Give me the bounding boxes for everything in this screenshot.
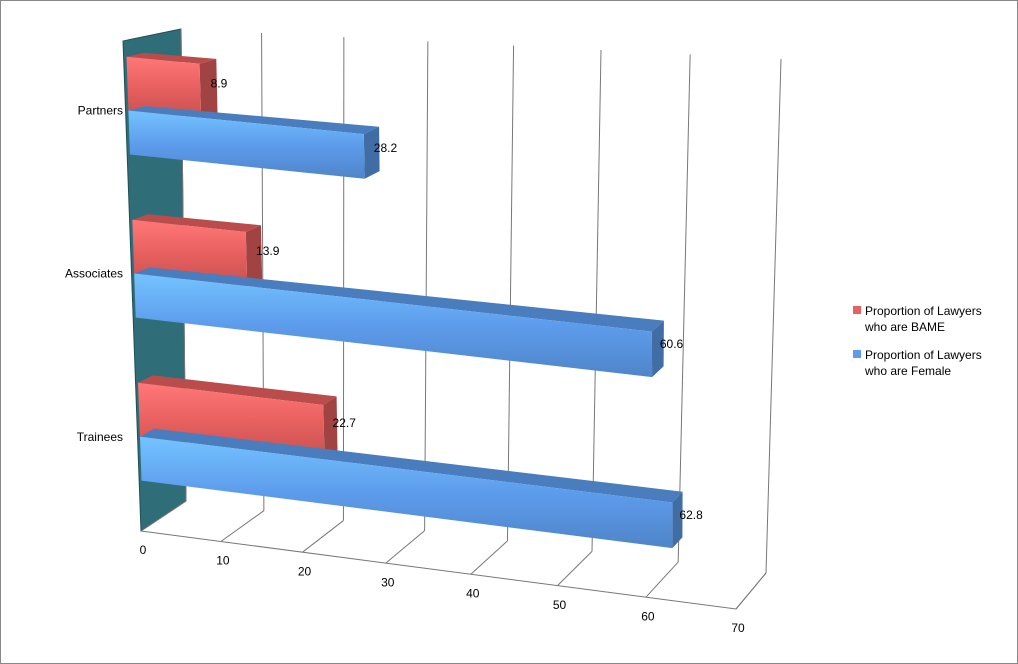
bar-top bbox=[126, 52, 217, 64]
bar-end bbox=[323, 396, 338, 460]
bar-top bbox=[138, 375, 337, 405]
y-tick-label: Trainees bbox=[77, 430, 123, 444]
y-tick-label: Partners bbox=[78, 103, 123, 117]
floor-grid-line bbox=[220, 510, 265, 542]
bar-front bbox=[126, 56, 202, 118]
value-label: 28.2 bbox=[374, 141, 398, 155]
bar-front bbox=[140, 436, 673, 549]
legend: Proportion of Lawyers who are BAME Propor… bbox=[853, 303, 997, 391]
bar bbox=[140, 428, 683, 549]
x-tick-label: 30 bbox=[381, 575, 395, 589]
floor-edge bbox=[140, 530, 767, 610]
bar-top bbox=[134, 267, 664, 332]
x-tick-label: 70 bbox=[731, 621, 745, 635]
x-tick-label: 60 bbox=[641, 609, 655, 623]
value-label: 62.8 bbox=[679, 508, 703, 522]
bar bbox=[134, 267, 664, 378]
legend-label: Proportion of Lawyers who are BAME bbox=[865, 304, 982, 334]
x-tick-label: 50 bbox=[553, 598, 567, 612]
x-tick-label: 40 bbox=[466, 586, 480, 600]
bar-front bbox=[134, 273, 653, 378]
grid-line bbox=[677, 54, 691, 563]
x-tick-label: 10 bbox=[216, 554, 230, 568]
legend-label: Proportion of Lawyers who are Female bbox=[865, 348, 982, 378]
legend-item: Proportion of Lawyers who are BAME bbox=[853, 303, 997, 335]
bar-end bbox=[672, 491, 683, 549]
floor-grid-line bbox=[385, 530, 425, 564]
grid-line bbox=[424, 41, 429, 531]
x-tick-label: 20 bbox=[298, 564, 312, 578]
legend-item: Proportion of Lawyers who are Female bbox=[853, 347, 997, 379]
legend-swatch bbox=[853, 350, 861, 358]
x-tick-label: 0 bbox=[140, 543, 147, 557]
floor-grid-line bbox=[140, 500, 187, 532]
bar-end bbox=[245, 225, 263, 287]
bar-end bbox=[199, 58, 218, 118]
floor-grid-line bbox=[470, 540, 508, 575]
bar-top bbox=[140, 428, 683, 503]
bar-end bbox=[363, 126, 380, 179]
bar bbox=[126, 52, 218, 118]
bar bbox=[128, 106, 380, 179]
value-label: 13.9 bbox=[256, 244, 280, 258]
bar-end bbox=[651, 320, 664, 378]
floor-grid-line bbox=[302, 520, 344, 553]
bar-front bbox=[128, 110, 365, 179]
grid-line bbox=[506, 45, 515, 541]
value-label: 60.6 bbox=[660, 337, 684, 351]
legend-swatch bbox=[853, 306, 861, 314]
bar-top bbox=[132, 214, 261, 232]
y-tick-label: Associates bbox=[65, 267, 123, 281]
value-label: 22.7 bbox=[333, 416, 357, 430]
bar-top bbox=[128, 106, 380, 135]
floor-grid-line bbox=[645, 561, 679, 598]
value-label: 8.9 bbox=[211, 76, 228, 90]
floor-grid-line bbox=[557, 551, 593, 586]
grid-line bbox=[591, 49, 602, 552]
grid-line bbox=[765, 58, 782, 574]
